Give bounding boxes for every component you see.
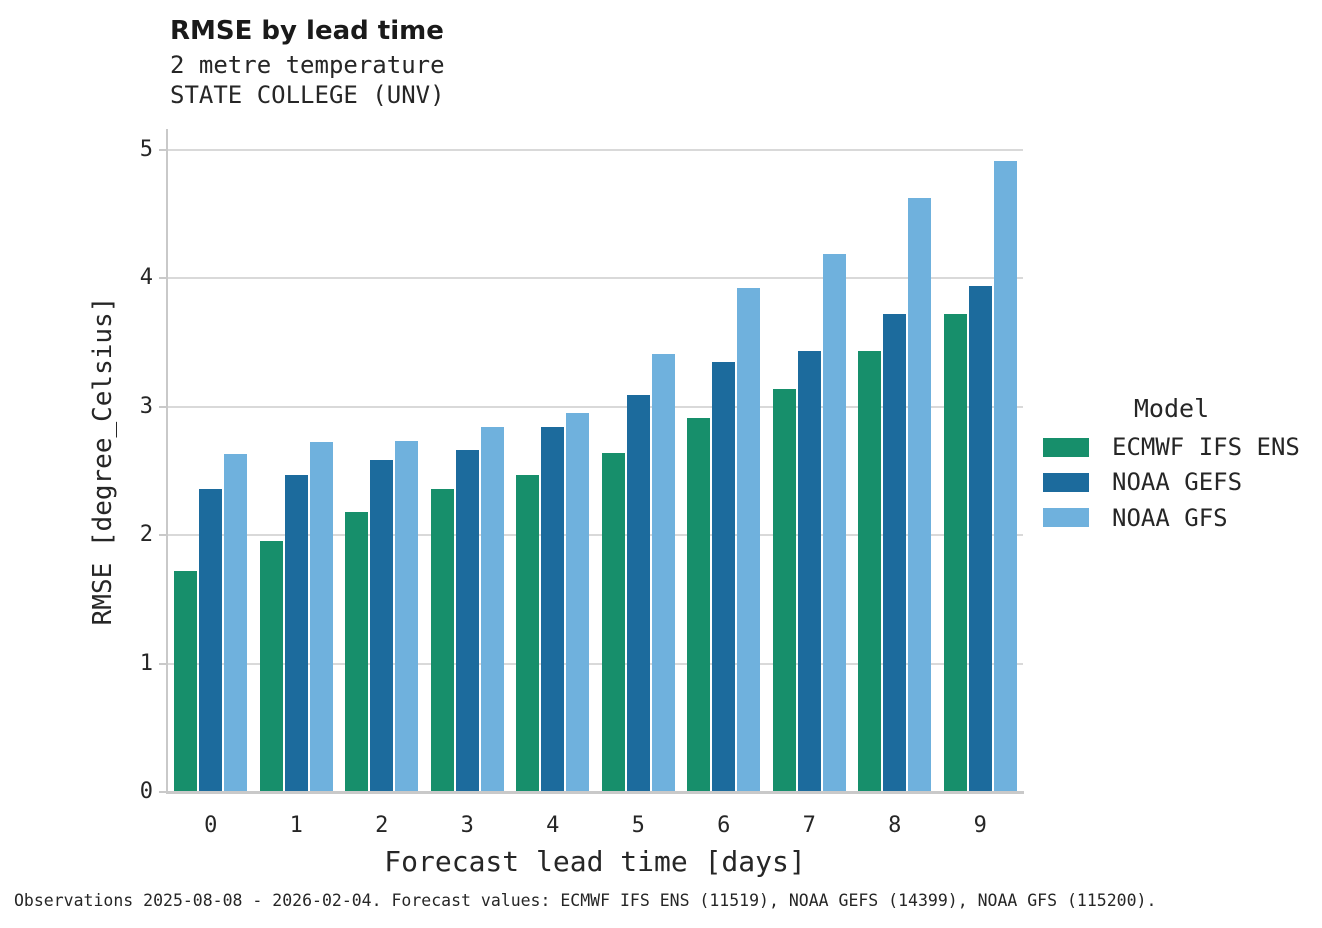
legend-entry: NOAA GFS <box>1043 503 1228 532</box>
y-tick-mark <box>159 534 166 536</box>
legend-title: Model <box>1133 394 1210 423</box>
gridline <box>168 148 1023 151</box>
bar <box>370 460 394 792</box>
caption: Observations 2025-08-08 - 2026-02-04. Fo… <box>14 891 1157 910</box>
gridline <box>168 405 1023 408</box>
x-tick-label: 9 <box>973 813 987 838</box>
bar <box>908 198 932 792</box>
y-tick-label: 5 <box>139 136 153 162</box>
legend: Model ECMWF IFS ENS NOAA GEFS NOAA GFS <box>1043 394 1303 532</box>
y-axis-spine <box>165 129 168 794</box>
bar <box>712 361 736 792</box>
x-tick-label: 2 <box>375 813 389 838</box>
bar <box>651 353 675 792</box>
gridline <box>168 662 1023 665</box>
y-tick-mark <box>159 662 166 665</box>
legend-swatch <box>1043 437 1089 457</box>
x-tick-label: 3 <box>460 813 474 838</box>
y-tick-label: 0 <box>139 779 153 804</box>
y-tick-mark <box>159 148 166 151</box>
legend-swatch <box>1043 508 1089 528</box>
bar <box>943 313 967 792</box>
plot-panel <box>168 129 1023 792</box>
bar <box>993 161 1017 792</box>
x-tick-label: 5 <box>631 813 645 838</box>
legend-swatch <box>1043 472 1089 492</box>
y-tick-label: 3 <box>139 393 153 419</box>
bar <box>199 488 223 792</box>
x-tick-label: 4 <box>546 813 560 838</box>
bar <box>858 351 882 792</box>
bar <box>737 288 761 792</box>
x-tick-label: 7 <box>802 813 816 838</box>
x-axis-title: Forecast lead time [days] <box>384 845 806 878</box>
bar <box>455 450 479 792</box>
x-tick-label: 6 <box>717 813 731 838</box>
bar <box>480 427 504 792</box>
bar <box>541 427 565 792</box>
legend-entry: ECMWF IFS ENS <box>1043 433 1300 461</box>
gridline <box>168 534 1023 536</box>
y-axis-title: RMSE [degree_Celsius] <box>88 296 118 626</box>
bar <box>601 452 625 792</box>
bar <box>516 474 540 792</box>
bar <box>174 570 198 792</box>
y-tick-mark <box>159 405 166 408</box>
bar <box>345 511 369 792</box>
chart-title: RMSE by lead time <box>170 16 444 46</box>
y-tick-label: 1 <box>139 650 153 676</box>
x-tick-label: 1 <box>289 813 303 838</box>
legend-label: NOAA GFS <box>1112 503 1228 532</box>
bar <box>797 351 821 792</box>
y-tick-label: 4 <box>139 265 153 290</box>
bar <box>224 454 248 792</box>
y-tick-mark <box>159 277 166 279</box>
bar <box>259 541 283 792</box>
x-tick-label: 8 <box>888 813 902 838</box>
legend-label: ECMWF IFS ENS <box>1112 433 1300 461</box>
gridline <box>168 277 1023 279</box>
chart-subtitle-variable: 2 metre temperature <box>170 51 445 79</box>
y-tick-label: 2 <box>139 522 153 547</box>
bar <box>687 418 711 792</box>
x-tick-label: 0 <box>204 813 218 838</box>
x-axis-spine <box>165 790 1024 794</box>
bar <box>822 253 846 792</box>
bar <box>566 412 590 792</box>
chart-subtitle-station: STATE COLLEGE (UNV) <box>170 81 445 109</box>
legend-label: NOAA GEFS <box>1112 468 1243 497</box>
bar <box>395 441 419 792</box>
bar <box>883 313 907 792</box>
y-tick-mark <box>159 791 166 793</box>
bar <box>772 388 796 792</box>
bar <box>968 285 992 792</box>
bar <box>284 474 308 792</box>
bar <box>309 442 333 792</box>
legend-entry: NOAA GEFS <box>1043 468 1243 497</box>
bar <box>430 488 454 792</box>
bar <box>626 394 650 792</box>
